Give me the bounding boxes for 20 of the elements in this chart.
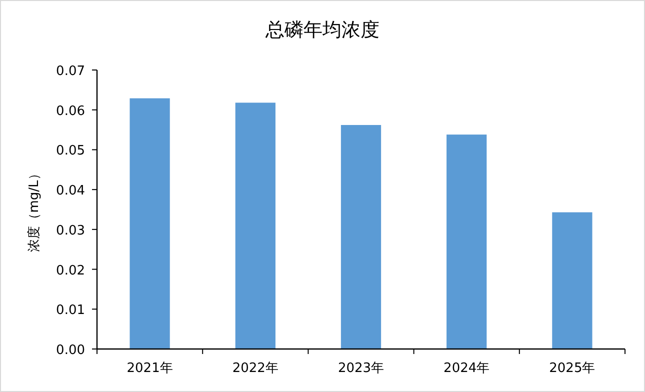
bar	[340, 125, 382, 349]
y-tick-label: 0.06	[56, 104, 85, 119]
y-axis-title: 浓度（mg/L）	[26, 167, 42, 252]
bar	[235, 102, 276, 349]
y-tick-label: 0.05	[56, 144, 85, 159]
y-tick-label: 0.00	[56, 343, 85, 358]
x-tick-label: 2023年	[338, 361, 384, 376]
bar	[130, 98, 170, 349]
bar	[446, 134, 487, 349]
x-tick-label: 2021年	[126, 361, 173, 376]
y-tick-label: 0.07	[56, 64, 85, 79]
x-tick-label: 2022年	[232, 361, 278, 376]
y-tick-label: 0.04	[56, 184, 85, 199]
x-tick-label: 2025年	[549, 361, 596, 376]
y-tick-label: 0.03	[56, 223, 85, 238]
chart-title: 总磷年均浓度	[264, 19, 380, 41]
bar	[552, 212, 592, 349]
y-tick-label: 0.01	[56, 303, 85, 318]
y-tick-label: 0.02	[56, 263, 85, 278]
x-tick-label: 2024年	[444, 361, 490, 376]
